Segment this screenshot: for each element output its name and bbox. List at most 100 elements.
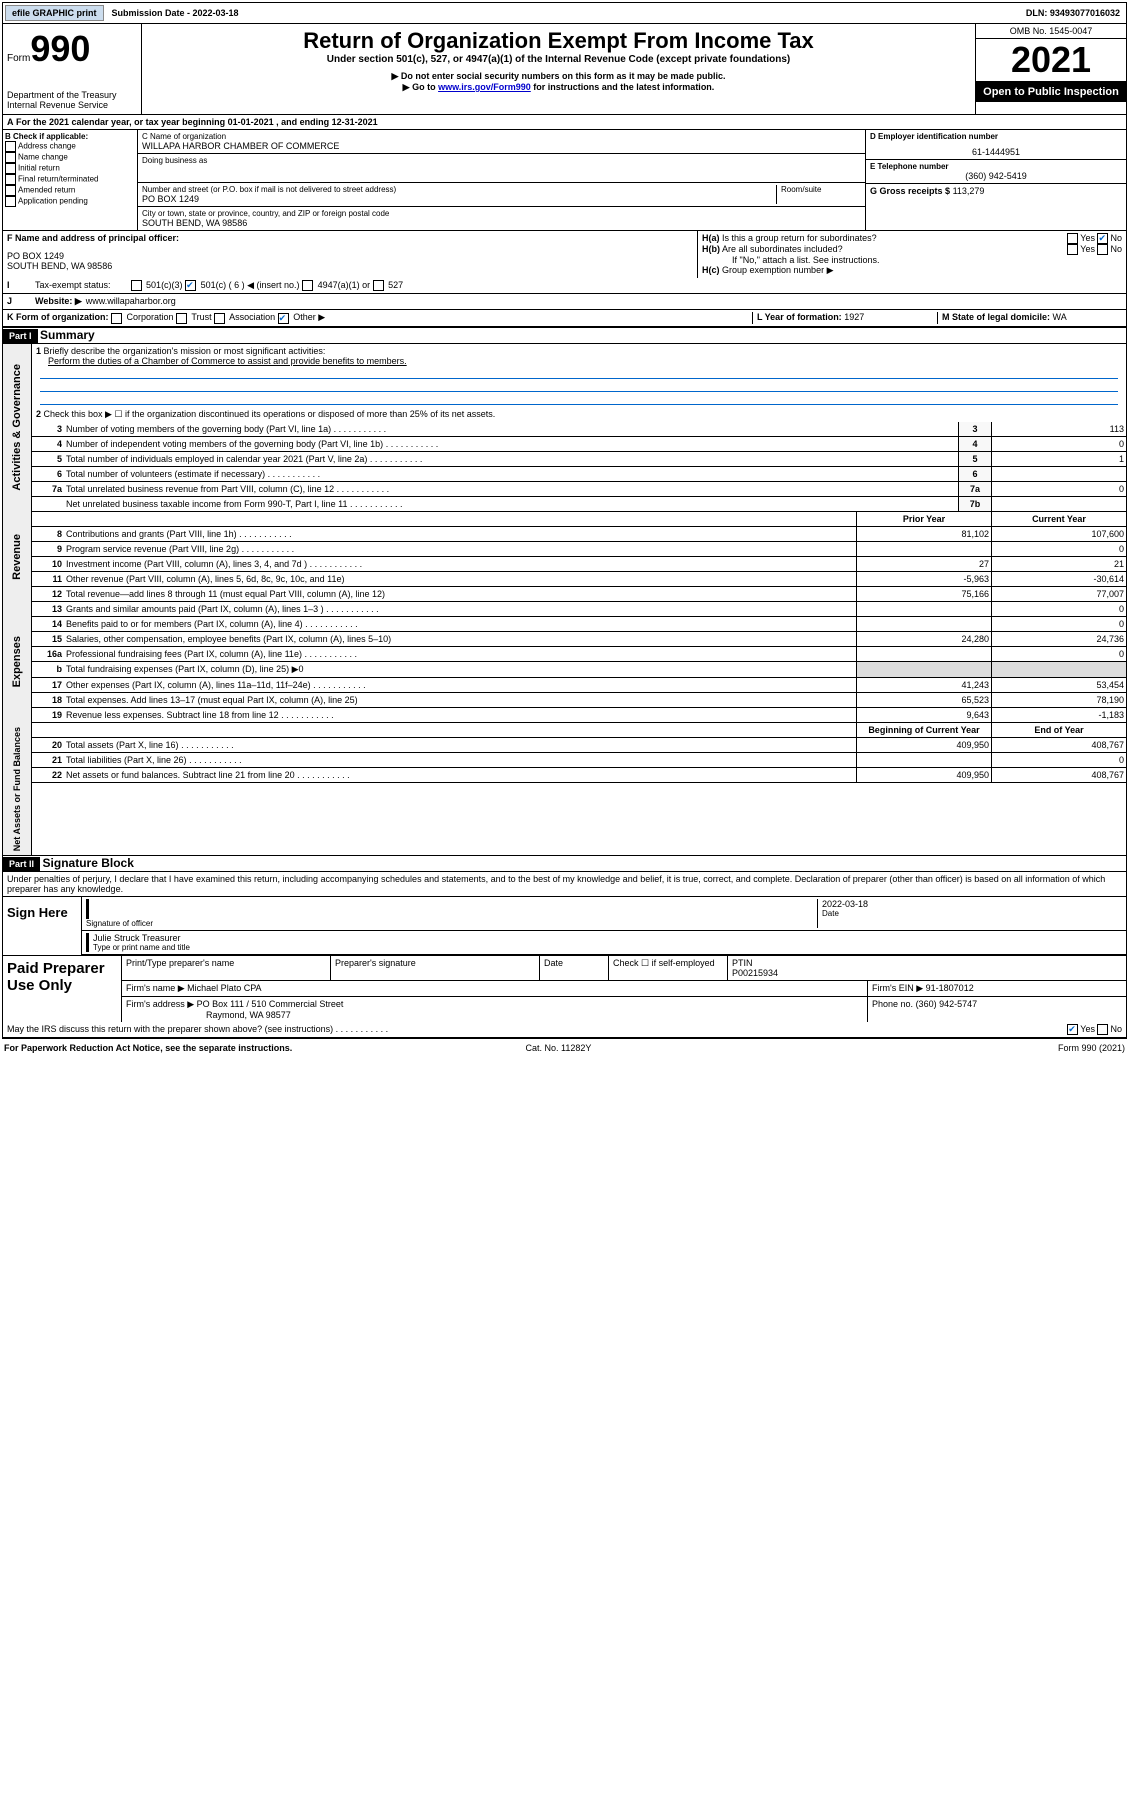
l15-prior: 24,280 [856, 632, 991, 646]
l8-text: Contributions and grants (Part VIII, lin… [64, 527, 856, 541]
cb-address[interactable]: Address change [5, 141, 135, 152]
firm-name-label: Firm's name ▶ [126, 983, 185, 993]
l7a-text: Total unrelated business revenue from Pa… [64, 482, 958, 496]
l12-prior: 75,166 [856, 587, 991, 601]
top-bar: efile GRAPHIC print Submission Date - 20… [3, 3, 1126, 24]
l20-end: 408,767 [991, 738, 1126, 752]
l18-text: Total expenses. Add lines 13–17 (must eq… [64, 693, 856, 707]
firm-phone-label: Phone no. [872, 999, 913, 1009]
cb-final[interactable]: Final return/terminated [5, 174, 135, 185]
l16a-text: Professional fundraising fees (Part IX, … [64, 647, 856, 661]
l8-curr: 107,600 [991, 527, 1126, 541]
goto-suffix: for instructions and the latest informat… [531, 82, 715, 92]
cb-corp[interactable] [111, 313, 122, 324]
city: SOUTH BEND, WA 98586 [142, 218, 861, 228]
ein-value: 61-1444951 [870, 147, 1122, 157]
cb-amended[interactable]: Amended return [5, 185, 135, 196]
sidebar-revenue: Revenue [9, 530, 25, 584]
officer-name: Julie Struck Treasurer [93, 933, 1122, 943]
room-label: Room/suite [781, 185, 861, 194]
l14-prior [856, 617, 991, 631]
cb-trust[interactable] [176, 313, 187, 324]
l7b-text: Net unrelated business taxable income fr… [64, 497, 958, 511]
l13-prior [856, 602, 991, 616]
curr-year-hdr: Current Year [991, 512, 1126, 526]
ha-yes[interactable] [1067, 233, 1078, 244]
cb-name[interactable]: Name change [5, 152, 135, 163]
discuss-no[interactable] [1097, 1024, 1108, 1035]
l16b-prior [856, 662, 991, 677]
k-label: K Form of organization: [7, 312, 109, 322]
cb-527[interactable] [373, 280, 384, 291]
ha-no[interactable] [1097, 233, 1108, 244]
org-name: WILLAPA HARBOR CHAMBER OF COMMERCE [142, 141, 861, 151]
paid-preparer-label: Paid Preparer Use Only [3, 956, 122, 1022]
cb-pending[interactable]: Application pending [5, 196, 135, 207]
l11-curr: -30,614 [991, 572, 1126, 586]
cb-501c3[interactable] [131, 280, 142, 291]
officer-label: F Name and address of principal officer: [7, 233, 693, 243]
ptin-value: P00215934 [732, 968, 778, 978]
sign-here-label: Sign Here [3, 897, 82, 955]
officer-addr1: PO BOX 1249 [7, 251, 693, 261]
section-b-header: B Check if applicable: [5, 132, 135, 141]
efile-button[interactable]: efile GRAPHIC print [5, 5, 104, 21]
l9-prior [856, 542, 991, 556]
m-label: M State of legal domicile: [942, 312, 1050, 322]
dept-label: Department of the Treasury [7, 90, 137, 100]
l13-text: Grants and similar amounts paid (Part IX… [64, 602, 856, 616]
form-footer: Form 990 (2021) [1058, 1043, 1125, 1053]
l5-val: 1 [991, 452, 1126, 466]
prep-self-hdr: Check ☐ if self-employed [609, 956, 728, 980]
l19-curr: -1,183 [991, 708, 1126, 722]
hb-no[interactable] [1097, 244, 1108, 255]
l20-beg: 409,950 [856, 738, 991, 752]
cb-501c[interactable] [185, 280, 196, 291]
l10-prior: 27 [856, 557, 991, 571]
website-value: www.willapaharbor.org [86, 296, 176, 307]
irs-link[interactable]: www.irs.gov/Form990 [438, 82, 531, 92]
l15-curr: 24,736 [991, 632, 1126, 646]
l6-text: Total number of volunteers (estimate if … [64, 467, 958, 481]
cb-other[interactable] [278, 313, 289, 324]
part2-title: Signature Block [43, 856, 134, 870]
l-value: 1927 [844, 312, 864, 322]
gross-label: G Gross receipts $ [870, 186, 950, 196]
paperwork-notice: For Paperwork Reduction Act Notice, see … [4, 1043, 292, 1053]
l1-text: Briefly describe the organization's miss… [44, 346, 326, 356]
l17-text: Other expenses (Part IX, column (A), lin… [64, 678, 856, 692]
prep-name-hdr: Print/Type preparer's name [122, 956, 331, 980]
l16b-text: Total fundraising expenses (Part IX, col… [64, 662, 856, 677]
hb-yes[interactable] [1067, 244, 1078, 255]
ein-label: D Employer identification number [870, 132, 1122, 141]
l21-beg [856, 753, 991, 767]
l19-prior: 9,643 [856, 708, 991, 722]
cb-assoc[interactable] [214, 313, 225, 324]
l16a-curr: 0 [991, 647, 1126, 661]
firm-ein: 91-1807012 [926, 983, 974, 993]
discuss-yes[interactable] [1067, 1024, 1078, 1035]
l17-curr: 53,454 [991, 678, 1126, 692]
cb-4947[interactable] [302, 280, 313, 291]
l10-text: Investment income (Part VIII, column (A)… [64, 557, 856, 571]
l17-prior: 41,243 [856, 678, 991, 692]
part1-title: Summary [40, 328, 95, 342]
hb-label: Are all subordinates included? [722, 244, 843, 254]
l3-val: 113 [991, 422, 1126, 436]
l21-end: 0 [991, 753, 1126, 767]
cb-initial[interactable]: Initial return [5, 163, 135, 174]
firm-addr2: Raymond, WA 98577 [126, 1010, 291, 1020]
tax-status-label: Tax-exempt status: [35, 280, 111, 291]
l18-curr: 78,190 [991, 693, 1126, 707]
l-label: L Year of formation: [757, 312, 842, 322]
ptin-label: PTIN [732, 958, 753, 968]
l1-mission: Perform the duties of a Chamber of Comme… [36, 356, 407, 366]
ha-label: Is this a group return for subordinates? [722, 233, 877, 243]
l14-text: Benefits paid to or for members (Part IX… [64, 617, 856, 631]
m-value: WA [1053, 312, 1067, 322]
sig-date-label: Date [822, 909, 1122, 918]
phone-label: E Telephone number [870, 162, 1122, 171]
l19-text: Revenue less expenses. Subtract line 18 … [64, 708, 856, 722]
firm-name: Michael Plato CPA [187, 983, 261, 993]
submission-date: Submission Date - 2022-03-18 [106, 6, 245, 20]
